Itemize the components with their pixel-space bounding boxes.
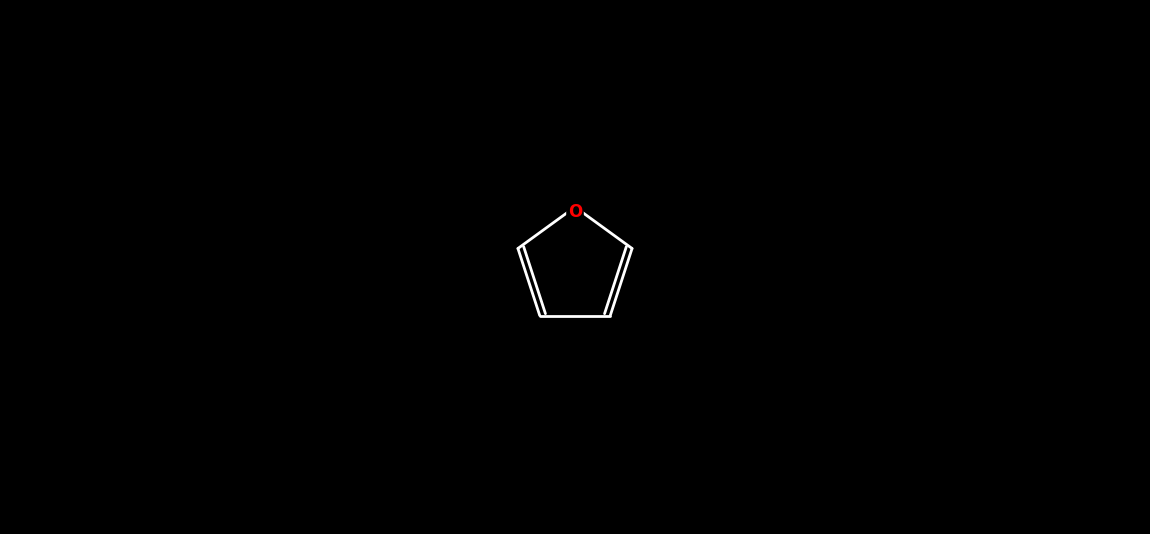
Text: O: O — [568, 203, 582, 221]
